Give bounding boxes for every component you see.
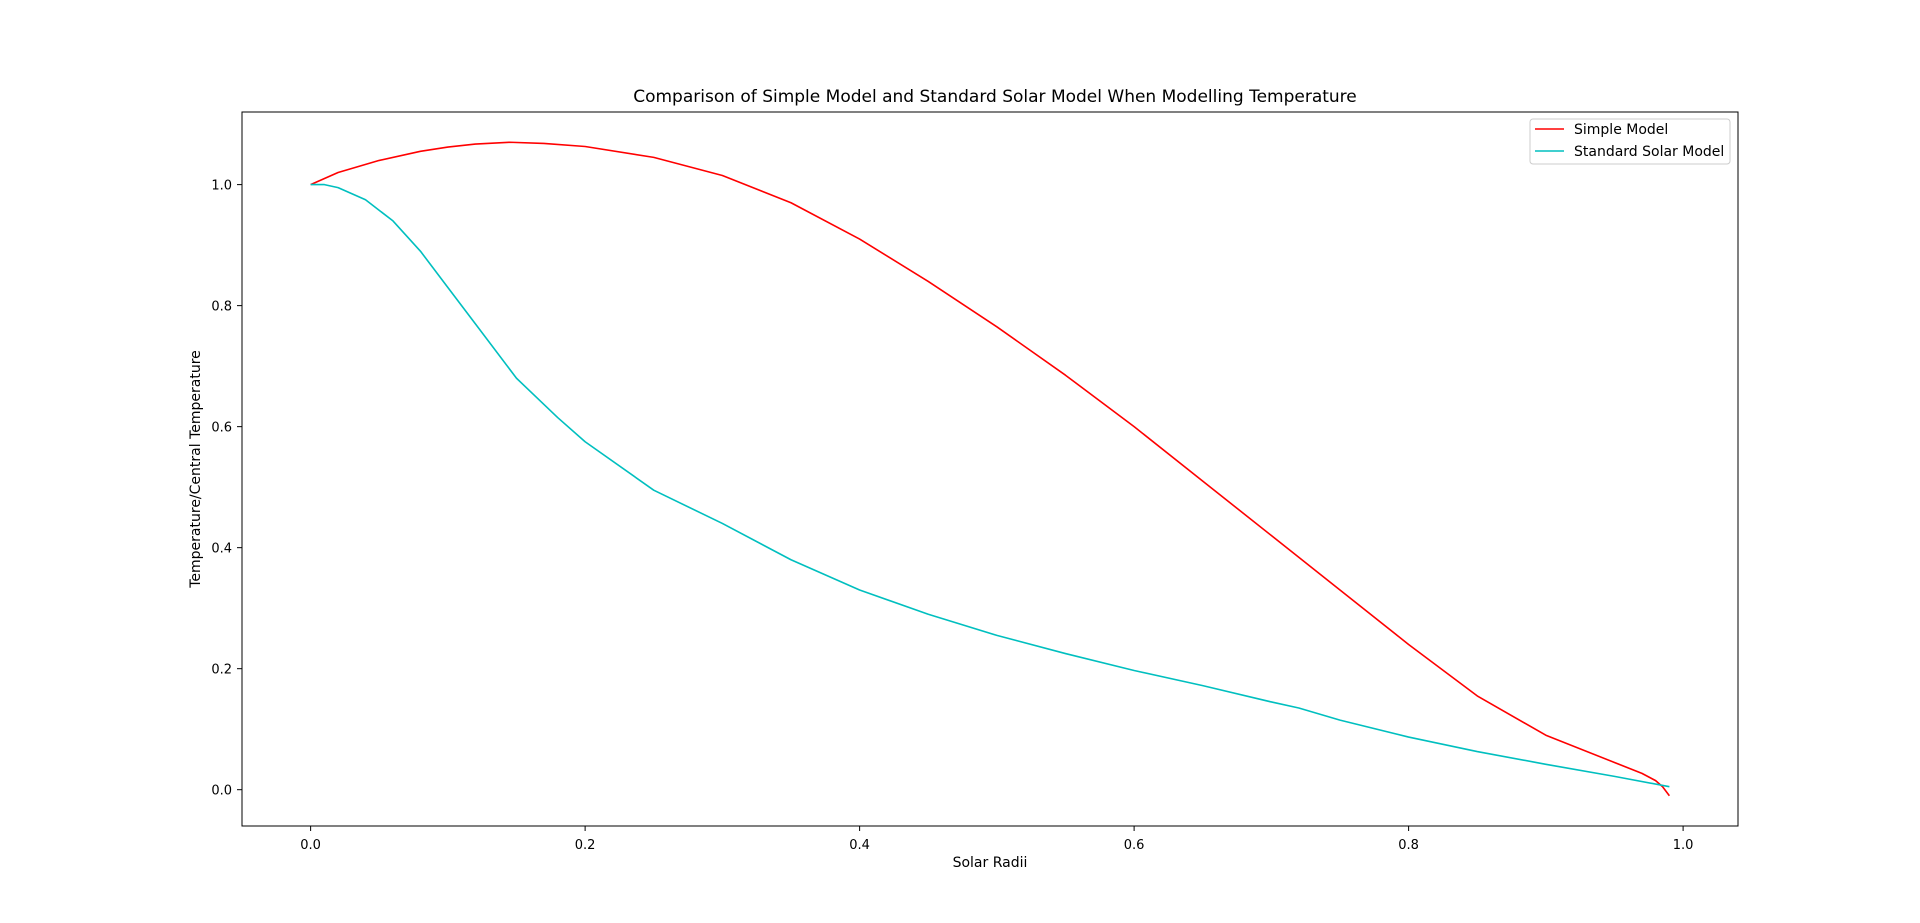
legend: Simple Model Standard Solar Model (1529, 118, 1731, 165)
legend-label-simple-model: Simple Model (1574, 122, 1668, 138)
x-tick-label: 1.0 (1673, 838, 1694, 853)
x-tick-label: 0.0 (300, 838, 321, 853)
chart-title: Comparison of Simple Model and Standard … (633, 87, 1357, 107)
series-line-standard-solar-model (310, 183, 1670, 788)
x-axis: 0.0 0.2 0.4 0.6 0.8 1.0 (300, 826, 1693, 853)
legend-label-standard-solar-model: Standard Solar Model (1574, 144, 1724, 160)
y-tick-label: 0.4 (211, 542, 232, 557)
legend-box (1529, 118, 1731, 165)
series-line-simple-model (310, 141, 1671, 797)
series-layer (310, 141, 1671, 797)
x-tick-label: 0.4 (849, 838, 870, 853)
plot-area (241, 111, 1739, 827)
y-tick-label: 0.6 (211, 421, 232, 436)
x-axis-label: Solar Radii (953, 855, 1028, 871)
x-tick-label: 0.6 (1124, 838, 1145, 853)
x-tick-label: 0.8 (1398, 838, 1419, 853)
x-tick-label: 0.2 (575, 838, 596, 853)
y-tick-label: 0.8 (211, 300, 232, 315)
y-tick-label: 0.0 (211, 784, 232, 799)
y-axis: 0.0 0.2 0.4 0.6 0.8 1.0 (211, 179, 242, 799)
y-axis-label: Temperature/Central Temperature (188, 350, 204, 589)
y-tick-label: 0.2 (211, 663, 232, 678)
y-tick-label: 1.0 (211, 179, 232, 194)
